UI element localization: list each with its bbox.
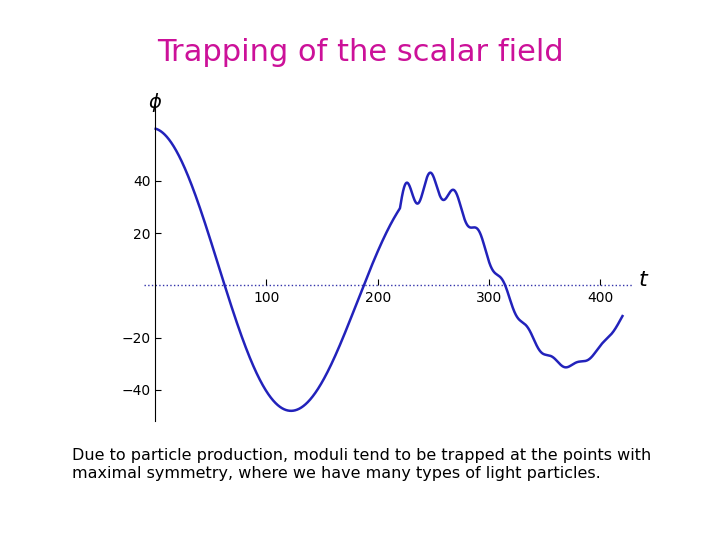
Text: t: t [639, 270, 647, 290]
Text: Trapping of the scalar field: Trapping of the scalar field [157, 38, 563, 67]
Text: Due to particle production, moduli tend to be trapped at the points with
maximal: Due to particle production, moduli tend … [72, 448, 652, 481]
Text: ϕ: ϕ [149, 93, 161, 112]
